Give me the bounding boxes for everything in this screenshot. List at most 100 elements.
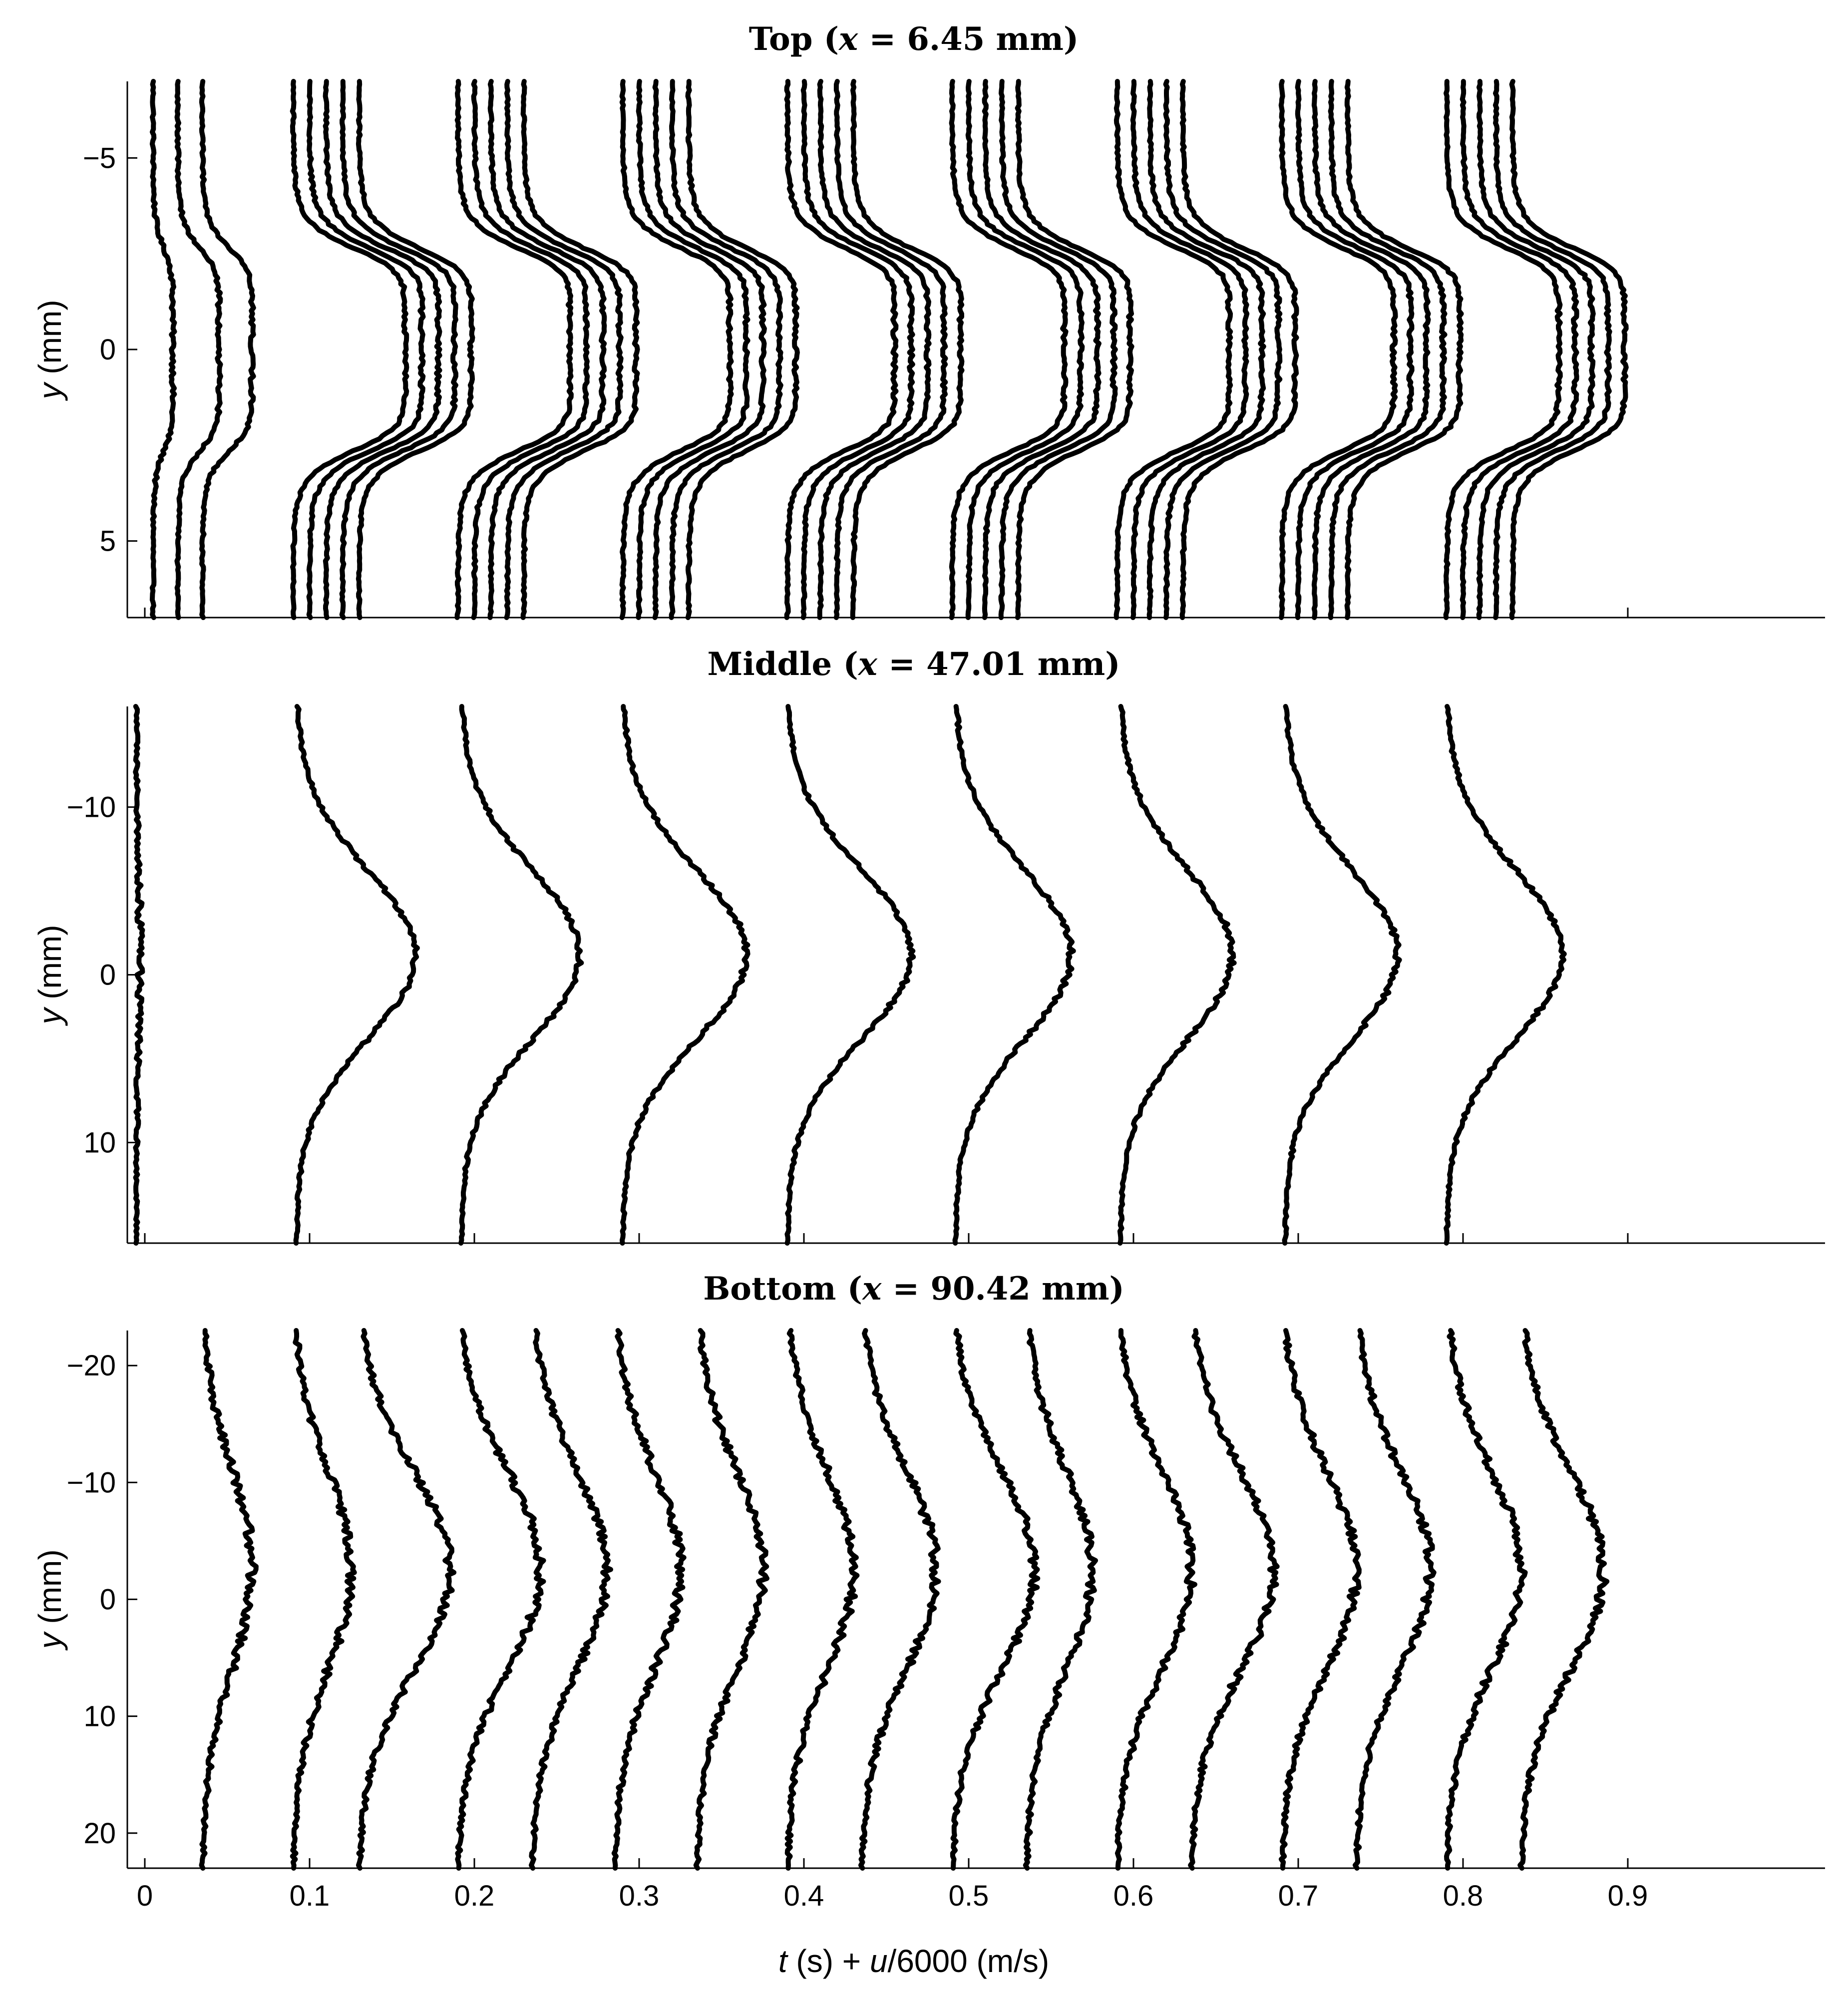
profile-line-top	[520, 79, 640, 620]
profile-line-middle	[293, 704, 420, 1246]
profiles-middle	[133, 704, 1567, 1246]
profile-line-bottom	[1023, 1328, 1098, 1871]
profile-line-bottom	[950, 1328, 1041, 1871]
profile-line-top	[1509, 79, 1629, 620]
profile-line-middle	[133, 704, 145, 1246]
ylabel-bottom: y (mm)	[32, 1549, 68, 1651]
profiles-bottom	[199, 1328, 1610, 1871]
x-tick-label-bottom: 0.7	[1278, 1880, 1319, 1912]
y-tick-label-bottom: −10	[67, 1466, 116, 1499]
y-axis-top: −5 0 5 y (mm)	[32, 81, 137, 618]
profile-line-top	[1443, 79, 1563, 620]
profile-line-top	[1344, 79, 1464, 620]
x-tick-label-bottom: 0.8	[1443, 1880, 1483, 1912]
profile-line-middle	[458, 704, 584, 1246]
profile-line-bottom	[858, 1328, 941, 1871]
profile-line-middle	[620, 704, 750, 1246]
title-top-var: x	[838, 20, 858, 58]
profile-line-bottom	[1353, 1328, 1437, 1871]
xlabel-bottom: t (s) + u/6000 (m/s)	[778, 1943, 1049, 1979]
panel-middle: Middle (x = 47.01 mm) −10 0 10 y (mm)	[32, 646, 1825, 1246]
profile-line-bottom	[784, 1328, 860, 1871]
profile-line-middle	[952, 704, 1076, 1246]
profile-line-top	[1476, 79, 1596, 620]
xlabel-mid-2: /6000 (m/s)	[888, 1943, 1050, 1979]
profile-line-top	[1278, 79, 1398, 620]
profile-line-top	[454, 79, 574, 620]
profile-line-bottom	[199, 1328, 259, 1871]
x-tick-label-bottom: 0.6	[1113, 1880, 1154, 1912]
profile-line-bottom	[611, 1328, 687, 1871]
y-axis-middle: −10 0 10 y (mm)	[32, 706, 137, 1243]
profile-line-top	[800, 79, 915, 620]
title-bottom-var: x	[861, 1270, 882, 1308]
profile-line-top	[1179, 79, 1299, 620]
profile-line-top	[1460, 79, 1579, 620]
profile-line-top	[323, 79, 442, 620]
profile-line-top	[149, 79, 177, 620]
y-tick-label-top: 5	[100, 525, 116, 558]
ylabel-top-unit: (mm)	[32, 300, 68, 383]
y-axis-bottom: −20 −10 0 10 20 y (mm)	[32, 1330, 137, 1868]
profile-line-top	[982, 79, 1102, 620]
profile-line-bottom	[290, 1328, 357, 1871]
xlabel-var-u: u	[870, 1943, 888, 1979]
profile-line-top	[1113, 79, 1233, 620]
ylabel-middle: y (mm)	[32, 925, 68, 1026]
y-tick-label-middle: −10	[67, 791, 116, 824]
profile-line-bottom	[1278, 1328, 1362, 1871]
title-middle-value: = 47.01 mm	[877, 646, 1105, 683]
profile-line-top	[636, 79, 750, 620]
profile-line-top	[1295, 79, 1415, 620]
profile-line-top	[652, 79, 767, 620]
y-tick-label-middle: 0	[100, 959, 116, 992]
title-top: Top (x = 6.45 mm)	[749, 20, 1079, 58]
y-ticks-top: −5 0 5	[83, 142, 137, 558]
y-tick-label-top: −5	[83, 142, 116, 174]
x-tick-label-bottom: 0	[137, 1880, 153, 1912]
profile-line-top	[199, 79, 256, 620]
y-tick-label-bottom: 20	[83, 1817, 116, 1850]
title-bottom: Bottom (x = 90.42 mm)	[703, 1270, 1124, 1308]
title-bottom-text: Bottom	[703, 1270, 836, 1308]
xlabel-mid-1: (s) +	[787, 1943, 870, 1979]
y-tick-label-middle: 10	[83, 1126, 116, 1159]
x-axis-top	[127, 608, 1825, 619]
x-ticks-top	[144, 608, 1629, 618]
profile-line-top	[1130, 79, 1250, 620]
ylabel-top: y (mm)	[32, 300, 68, 401]
profile-line-bottom	[1188, 1328, 1280, 1871]
y-tick-label-bottom: 10	[83, 1700, 116, 1733]
x-tick-label-bottom: 0.3	[619, 1880, 660, 1912]
x-ticks-middle	[144, 1233, 1629, 1243]
profile-line-top	[833, 79, 948, 620]
ylabel-bottom-unit: (mm)	[32, 1549, 68, 1633]
profile-line-top	[504, 79, 624, 620]
profile-line-bottom	[1444, 1328, 1528, 1871]
profile-line-top	[1146, 79, 1266, 620]
title-bottom-value: = 90.42 mm	[881, 1270, 1109, 1308]
profile-line-middle	[1282, 704, 1402, 1246]
xlabel-var-t: t	[778, 1943, 788, 1979]
profile-line-middle	[784, 704, 916, 1246]
profile-line-top	[1015, 79, 1134, 620]
ylabel-middle-var: y	[32, 1006, 68, 1026]
x-axis-middle	[127, 1233, 1825, 1244]
x-tick-label-bottom: 0.1	[290, 1880, 330, 1912]
profile-line-top	[965, 79, 1085, 620]
y-tick-label-top: 0	[100, 333, 116, 366]
profile-line-bottom	[693, 1328, 769, 1871]
x-tick-label-bottom: 0.2	[454, 1880, 495, 1912]
profile-line-middle	[1444, 704, 1567, 1246]
profile-line-bottom	[1517, 1328, 1610, 1871]
profile-line-top	[339, 79, 458, 620]
x-tick-label-bottom: 0.4	[784, 1880, 824, 1912]
ylabel-bottom-var: y	[32, 1631, 68, 1651]
title-middle-text: Middle	[708, 646, 832, 683]
title-top-text: Top	[749, 20, 813, 58]
profile-line-bottom	[356, 1328, 457, 1871]
profile-line-top	[1492, 79, 1612, 620]
profiles-top	[149, 79, 1629, 620]
profile-line-bottom	[1114, 1328, 1197, 1871]
